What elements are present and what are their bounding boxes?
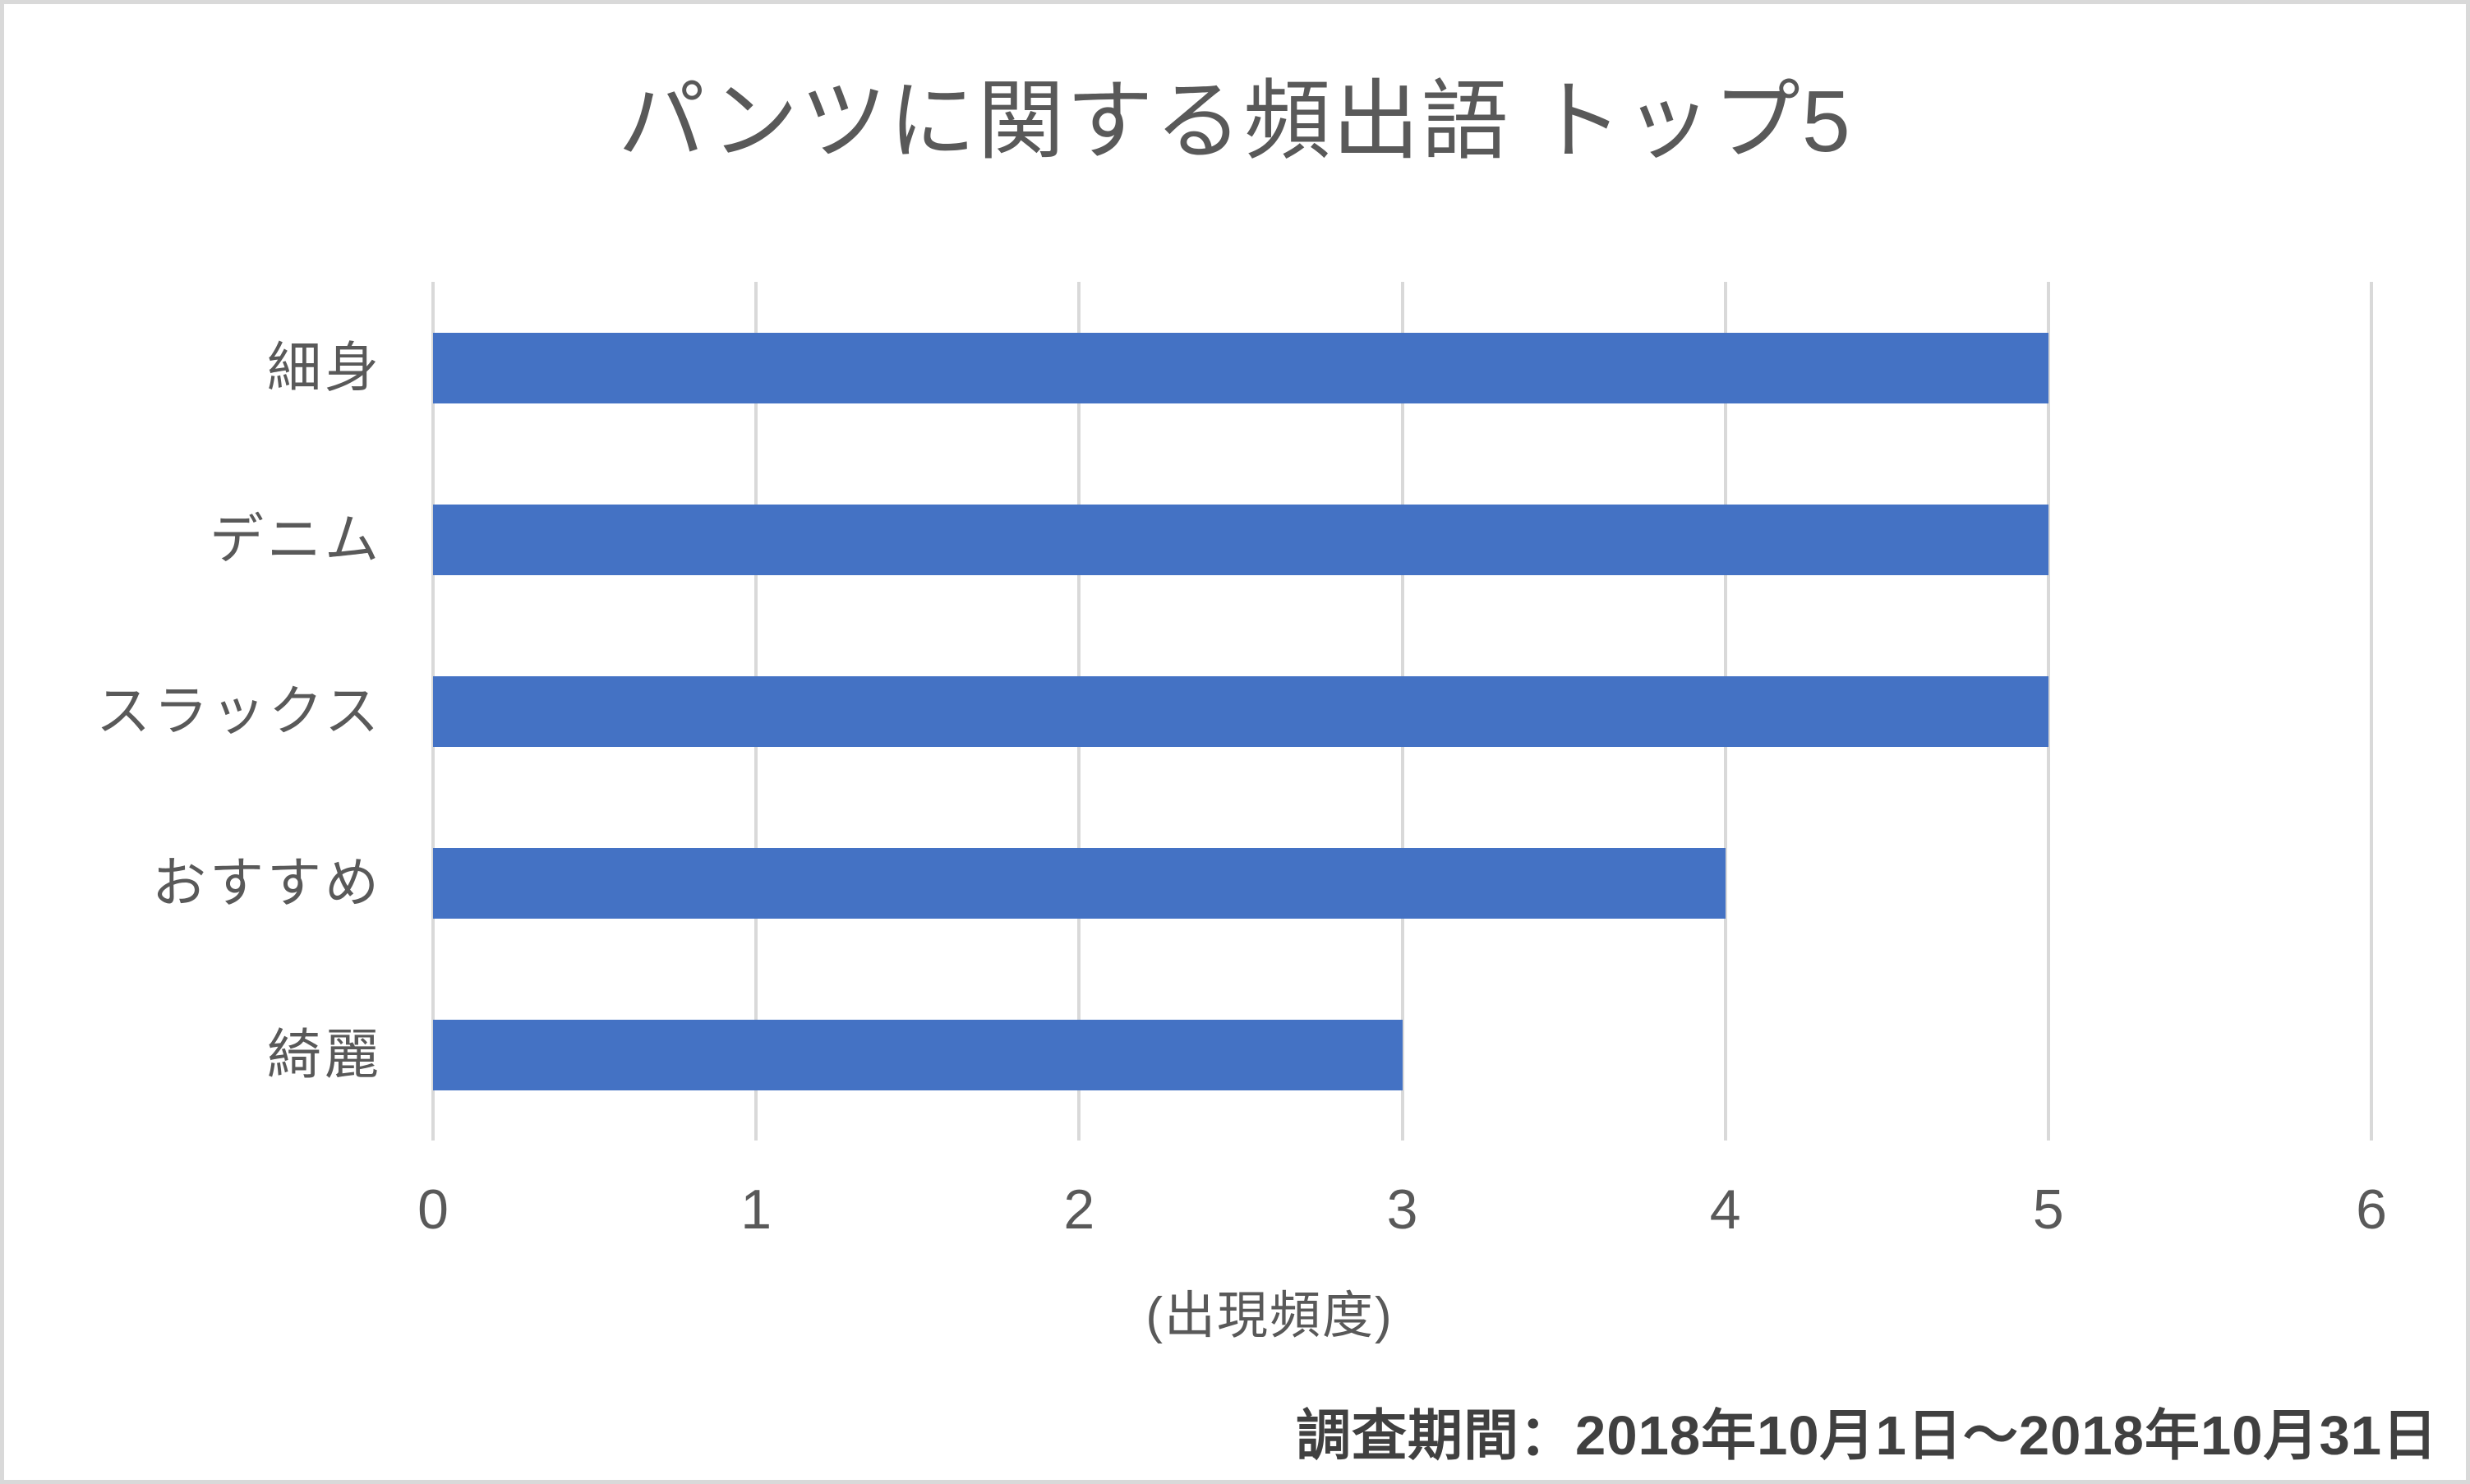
x-tick-label-3: 3 [1386, 1178, 1418, 1241]
category-label-2: スラックス [95, 680, 382, 741]
x-tick-label-0: 0 [417, 1178, 449, 1241]
gridline-x5 [2046, 282, 2050, 1141]
x-tick-label-1: 1 [740, 1178, 772, 1241]
y-axis-category-labels: 細身デニムスラックスおすすめ綺麗 [29, 282, 382, 1141]
bar-2 [433, 675, 2048, 747]
bar-3 [433, 847, 1726, 919]
bar-4 [433, 1019, 1403, 1090]
chart-title: パンツに関する頻出語 トップ5 [618, 73, 1852, 170]
x-axis-tick-labels: 0 1 2 3 4 5 6 [417, 1178, 2387, 1251]
x-tick-label-6: 6 [2356, 1178, 2387, 1241]
x-axis-title: (出現頻度) [1145, 1288, 1394, 1344]
x-tick-label-4: 4 [1709, 1178, 1741, 1241]
gridline-x6 [2370, 282, 2373, 1141]
category-label-3: おすすめ [152, 852, 382, 913]
category-label-4: 綺麗 [267, 1024, 382, 1085]
bar-1 [433, 504, 2048, 575]
plot-area [431, 282, 2373, 1141]
category-label-1: デニム [210, 509, 382, 569]
x-tick-label-5: 5 [2032, 1178, 2064, 1241]
x-tick-label-2: 2 [1063, 1178, 1095, 1241]
category-label-0: 細身 [267, 337, 382, 398]
bar-0 [433, 332, 2048, 403]
survey-period-note: 調査期間：2018年10月1日～2018年10月31日 [1296, 1405, 2438, 1467]
